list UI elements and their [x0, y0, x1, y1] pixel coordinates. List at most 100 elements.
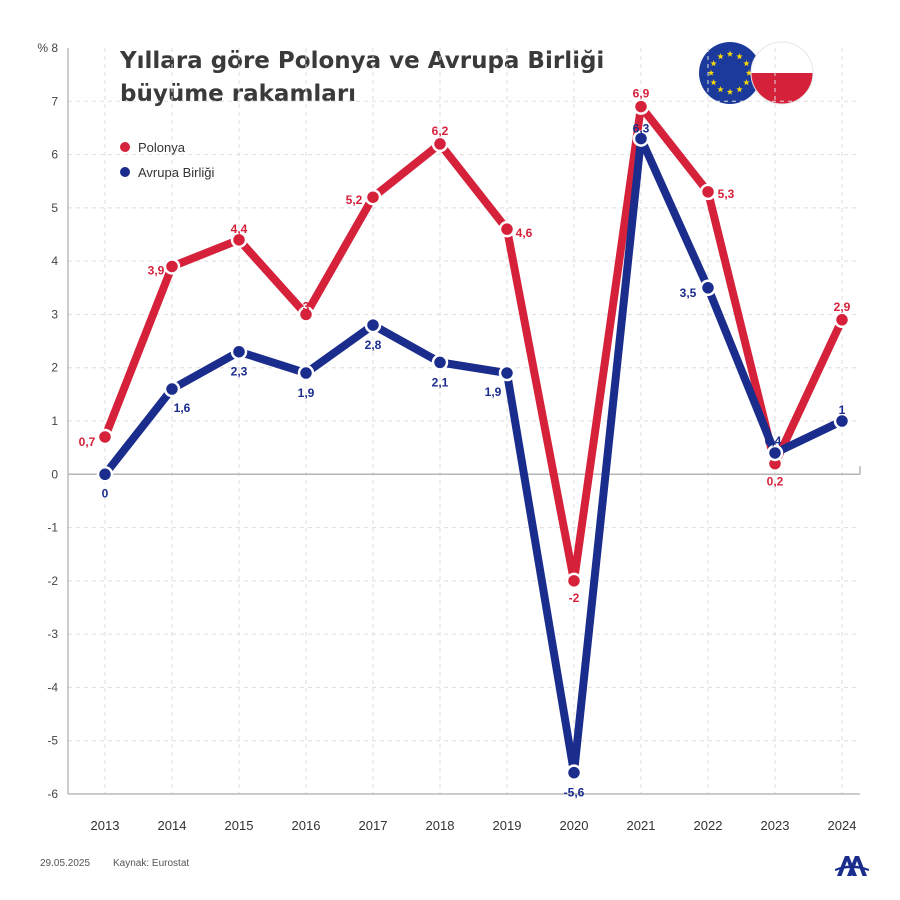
data-point-avrupa-birligi — [364, 316, 382, 334]
y-tick-label: -6 — [47, 787, 58, 801]
data-point-polonya — [565, 572, 583, 590]
x-tick-label: 2020 — [560, 818, 589, 833]
eu-star-icon — [710, 79, 717, 86]
data-point-polonya — [297, 306, 315, 323]
data-label-polonya: 3,9 — [148, 263, 165, 277]
eu-star-icon — [743, 60, 750, 67]
eu-star-icon — [717, 86, 724, 93]
eu-star-icon — [710, 60, 717, 67]
data-point-polonya — [364, 188, 382, 206]
x-tick-label: 2019 — [493, 818, 522, 833]
data-point-polonya — [498, 220, 516, 238]
data-label-polonya: 5,3 — [718, 187, 735, 201]
x-tick-label: 2023 — [761, 818, 790, 833]
y-tick-label: -2 — [47, 574, 58, 588]
data-point-polonya — [96, 428, 114, 446]
data-label-polonya: 5,2 — [346, 193, 363, 207]
data-point-avrupa-birligi — [632, 130, 650, 147]
data-point-avrupa-birligi — [766, 444, 784, 462]
eu-star-icon — [745, 69, 753, 76]
data-point-polonya — [632, 98, 650, 115]
eu-star-icon — [736, 86, 743, 93]
y-unit-label: % 8 — [37, 41, 58, 55]
x-tick-label: 2021 — [627, 818, 656, 833]
data-label-avrupa-birligi: -5,6 — [564, 786, 585, 800]
data-label-avrupa-birligi: 1,9 — [485, 385, 502, 399]
data-label-avrupa-birligi: 0,4 — [765, 434, 782, 448]
legend-label-polonya: Polonya — [138, 140, 186, 155]
data-label-polonya: 6,2 — [432, 124, 449, 138]
data-label-polonya: 4,4 — [231, 222, 248, 236]
data-label-avrupa-birligi: 1 — [839, 403, 846, 417]
data-label-avrupa-birligi: 3,5 — [680, 286, 697, 300]
y-tick-label: -1 — [47, 521, 58, 535]
data-point-polonya — [833, 311, 851, 329]
data-label-avrupa-birligi: 1,9 — [298, 386, 315, 400]
data-label-avrupa-birligi: 6,3 — [633, 122, 650, 136]
data-label-polonya: 6,9 — [633, 87, 650, 101]
data-point-avrupa-birligi — [230, 343, 248, 360]
data-point-avrupa-birligi — [163, 380, 181, 398]
y-tick-label: 6 — [51, 148, 58, 162]
footer-date: 29.05.2025 — [40, 858, 90, 869]
x-tick-label: 2024 — [828, 818, 857, 833]
legend-marker-avrupa-birligi — [120, 167, 130, 177]
y-tick-label: 1 — [51, 414, 58, 428]
data-label-polonya: 2,9 — [834, 300, 851, 314]
y-tick-label: 4 — [51, 254, 58, 268]
x-axis: 2013 2014 2015 2016 2017 2018 2019 2020 2021 2022… — [91, 818, 857, 833]
x-tick-label: 2013 — [91, 818, 120, 833]
y-tick-label: -3 — [47, 627, 58, 641]
legend-marker-polonya — [120, 142, 130, 152]
x-tick-label: 2014 — [158, 818, 187, 833]
legend-label-avrupa-birligi: Avrupa Birliği — [138, 165, 214, 180]
eu-star-icon — [736, 53, 743, 60]
data-point-polonya — [431, 135, 449, 153]
y-tick-label: 7 — [51, 94, 58, 108]
poland-flag-icon — [750, 41, 814, 105]
data-label-avrupa-birligi: 2,3 — [231, 365, 248, 379]
aa-logo-icon — [835, 856, 869, 876]
y-tick-label: 5 — [51, 201, 58, 215]
y-tick-label: 3 — [51, 307, 58, 321]
data-point-avrupa-birligi — [565, 764, 583, 781]
y-tick-label: -4 — [47, 680, 58, 694]
data-point-polonya — [163, 258, 181, 275]
data-label-avrupa-birligi: 2,8 — [365, 338, 382, 352]
legend: Polonya Avrupa Birliği — [120, 140, 214, 180]
data-label-polonya: 3 — [303, 299, 310, 313]
data-label-avrupa-birligi: 0 — [102, 486, 109, 500]
data-label-polonya: -2 — [569, 591, 580, 605]
data-point-avrupa-birligi — [431, 354, 449, 371]
chart-series: 0,7 3,9 4,4 3 5,2 6,2 4,6 -2 6,9 5,3 0,2 2,9 0 1,6 2,3… — [79, 87, 851, 800]
x-tick-label: 2017 — [359, 818, 388, 833]
x-tick-label: 2015 — [225, 818, 254, 833]
x-tick-label: 2018 — [426, 818, 455, 833]
data-point-avrupa-birligi — [297, 364, 315, 382]
data-point-polonya — [230, 231, 248, 249]
y-tick-label: 0 — [51, 467, 58, 481]
chart-title-line-1: Yıllara göre Polonya ve Avrupa Birliği — [119, 48, 604, 74]
series-line-polonya — [101, 102, 846, 585]
x-tick-label: 2016 — [292, 818, 321, 833]
eu-star-icon — [717, 53, 724, 60]
data-point-avrupa-birligi — [833, 412, 851, 430]
data-label-avrupa-birligi: 1,6 — [174, 401, 191, 415]
y-tick-label: -5 — [47, 734, 58, 748]
chart-title-line-2: büyüme rakamları — [120, 81, 356, 107]
footer-source: Kaynak: Eurostat — [113, 858, 189, 869]
chart-grid — [67, 48, 861, 795]
eu-star-icon — [726, 88, 734, 95]
data-label-polonya: 0,2 — [767, 475, 784, 489]
eu-star-icon — [707, 69, 715, 76]
y-axis: 7 6 5 4 3 2 1 0 -1 -2 -3 -4 -5 -6 — [47, 94, 58, 801]
data-point-avrupa-birligi — [498, 364, 516, 382]
eu-star-icon — [743, 79, 750, 86]
x-tick-label: 2022 — [694, 818, 723, 833]
data-label-avrupa-birligi: 2,1 — [432, 375, 449, 389]
data-point-polonya — [699, 183, 717, 201]
data-point-avrupa-birligi — [699, 279, 717, 297]
y-tick-label: 2 — [51, 361, 58, 375]
series-line-avrupa-birligi — [101, 134, 846, 777]
